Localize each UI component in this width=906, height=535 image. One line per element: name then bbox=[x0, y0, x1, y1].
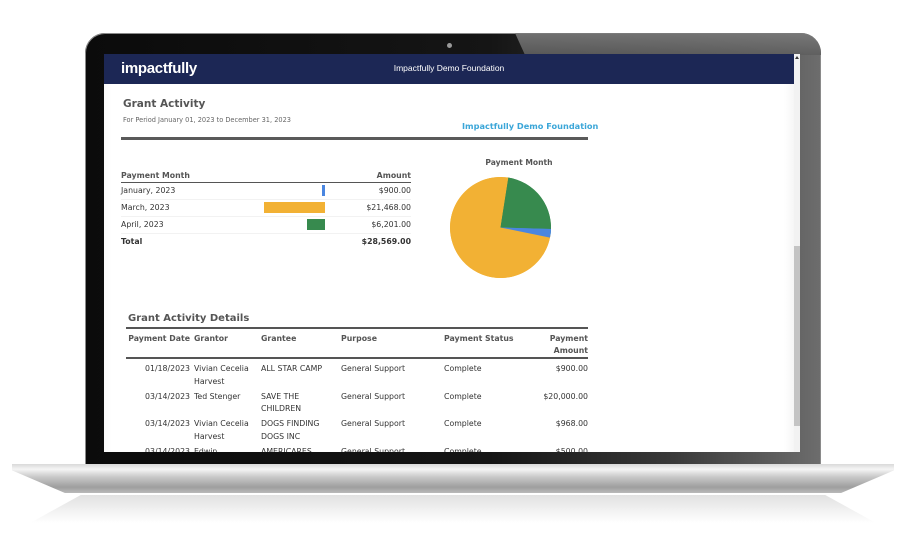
table-row[interactable]: 03/14/2023 Edwin Appleseed AMERICARES Ge… bbox=[126, 442, 588, 453]
grantor: Ted Stenger bbox=[194, 391, 241, 401]
details-header-row: Payment Date Grantor Grantee Purpose Pay… bbox=[126, 329, 588, 359]
payment-date: 01/18/2023 bbox=[145, 364, 190, 373]
summary-row: April, 2023 $6,201.00 bbox=[121, 217, 411, 234]
screen: impactfully Impactfully Demo Foundation … bbox=[104, 54, 800, 452]
amount-bar bbox=[264, 202, 325, 213]
amount-bar bbox=[322, 185, 325, 196]
table-row[interactable]: 01/18/2023 Vivian Cecelia Harvest ALL ST… bbox=[126, 359, 588, 387]
grantee: AMERICARES bbox=[261, 446, 312, 453]
month-label: March, 2023 bbox=[121, 203, 170, 212]
month-label: January, 2023 bbox=[121, 186, 176, 195]
laptop-base bbox=[12, 464, 894, 493]
total-label: Total bbox=[121, 237, 143, 246]
grantor: Vivian Cecelia Harvest bbox=[194, 419, 249, 441]
summary-header-row: Payment Month Amount bbox=[121, 168, 411, 183]
column-header-grantor[interactable]: Grantor bbox=[194, 334, 228, 343]
payment-month-pie-chart[interactable] bbox=[450, 177, 551, 278]
column-header-payment-month[interactable]: Payment Month bbox=[121, 171, 190, 180]
scroll-up-arrow-icon[interactable] bbox=[795, 56, 799, 59]
pie-slice-january-fill bbox=[500, 227, 551, 238]
amount-header-line2: Amount bbox=[553, 346, 588, 355]
column-header-grantee[interactable]: Grantee bbox=[261, 334, 297, 343]
bezel-reflection bbox=[515, 33, 821, 55]
purpose: General Support bbox=[341, 446, 406, 453]
vertical-scrollbar[interactable] bbox=[794, 54, 800, 452]
payment-status: Complete bbox=[444, 364, 482, 373]
amount-bar bbox=[307, 219, 325, 230]
column-header-amount[interactable]: Amount bbox=[376, 171, 411, 180]
payment-amount: $20,000.00 bbox=[543, 391, 588, 401]
details-title: Grant Activity Details bbox=[128, 313, 250, 324]
purpose: General Support bbox=[341, 419, 406, 428]
grantee: SAVE THE CHILDREN bbox=[261, 391, 302, 414]
amount-value: $900.00 bbox=[378, 186, 411, 195]
column-header-purpose[interactable]: Purpose bbox=[341, 334, 377, 343]
summary-row: March, 2023 $21,468.00 bbox=[121, 200, 411, 217]
payment-amount: $968.00 bbox=[555, 419, 588, 428]
summary-total-row: Total $28,569.00 bbox=[121, 234, 411, 250]
summary-row: January, 2023 $900.00 bbox=[121, 183, 411, 200]
amount-value: $6,201.00 bbox=[371, 220, 411, 229]
amount-header-line1: Payment bbox=[549, 334, 588, 343]
table-row[interactable]: 03/14/2023 Vivian Cecelia Harvest DOGS F… bbox=[126, 414, 588, 442]
pie-slice-april-fill bbox=[500, 177, 551, 230]
camera-icon bbox=[447, 43, 452, 48]
grantor: Vivian Cecelia Harvest bbox=[194, 364, 249, 386]
pie-chart-title: Payment Month bbox=[485, 158, 553, 167]
pie-slice-march-fill bbox=[450, 177, 551, 278]
grantee: ALL STAR CAMP bbox=[261, 364, 323, 373]
laptop-reflection bbox=[30, 495, 876, 523]
header-title: Impactfully Demo Foundation bbox=[393, 63, 505, 73]
purpose: General Support bbox=[341, 391, 406, 401]
total-amount: $28,569.00 bbox=[361, 237, 411, 246]
column-header-payment-status[interactable]: Payment Status bbox=[444, 334, 514, 343]
amount-value: $21,468.00 bbox=[366, 203, 411, 212]
purpose: General Support bbox=[341, 364, 406, 373]
report-period: For Period January 01, 2023 to December … bbox=[123, 116, 291, 124]
payment-amount: $900.00 bbox=[555, 364, 588, 373]
payment-month-summary-table: Payment Month Amount January, 2023 $900.… bbox=[121, 168, 411, 250]
payment-amount: $500.00 bbox=[555, 446, 588, 453]
grantor: Edwin Appleseed bbox=[194, 446, 218, 453]
column-header-payment-date[interactable]: Payment Date bbox=[128, 334, 190, 343]
divider bbox=[121, 137, 588, 140]
grant-activity-details-table: Payment Date Grantor Grantee Purpose Pay… bbox=[126, 327, 588, 452]
top-navigation-bar: impactfully Impactfully Demo Foundation bbox=[104, 54, 794, 84]
payment-date: 03/14/2023 bbox=[145, 391, 190, 401]
report-content: Grant Activity For Period January 01, 20… bbox=[104, 84, 794, 452]
table-row[interactable]: 03/14/2023 Ted Stenger SAVE THE CHILDREN… bbox=[126, 387, 588, 415]
grantee: DOGS FINDING DOGS INC bbox=[261, 419, 320, 441]
scrollbar-thumb[interactable] bbox=[794, 246, 800, 426]
payment-date: 03/14/2023 bbox=[145, 419, 190, 428]
column-header-payment-amount[interactable]: Payment Amount bbox=[508, 333, 588, 357]
payment-status: Complete bbox=[444, 391, 482, 401]
payment-date: 03/14/2023 bbox=[145, 446, 190, 453]
report-organization: Impactfully Demo Foundation bbox=[462, 121, 599, 131]
report-title: Grant Activity bbox=[123, 98, 206, 110]
payment-status: Complete bbox=[444, 446, 482, 453]
impactfully-logo[interactable]: impactfully bbox=[121, 60, 197, 77]
payment-status: Complete bbox=[444, 419, 482, 428]
month-label: April, 2023 bbox=[121, 220, 164, 229]
